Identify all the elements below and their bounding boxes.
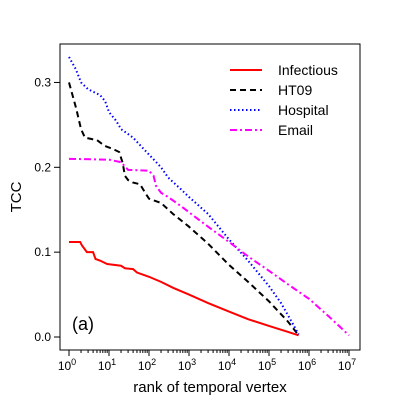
legend-label-infectious: Infectious (278, 62, 338, 78)
plot-frame (59, 43, 361, 351)
series-line-email (68, 157, 350, 337)
x-tick-label: 100 (58, 357, 76, 373)
y-tick-label: 0.0 (34, 330, 51, 344)
legend-label-email: Email (278, 122, 313, 138)
legend: Infectious HT09 Hospital Email (230, 62, 338, 138)
x-tick-label: 106 (298, 357, 316, 373)
panel-label: (a) (72, 314, 94, 334)
y-axis-title: TCC (8, 181, 25, 212)
x-tick-label: 101 (98, 357, 116, 373)
y-tick-label: 0.3 (34, 75, 51, 89)
y-tick-label: 0.2 (34, 160, 51, 174)
series-layer (68, 56, 350, 337)
x-tick-label: 102 (138, 357, 156, 373)
legend-label-ht09: HT09 (278, 82, 312, 98)
y-axis: 0.0 0.1 0.2 0.3 (34, 75, 60, 344)
y-tick-label: 0.1 (34, 245, 51, 259)
series-line-ht09 (68, 82, 300, 336)
series-line-infectious (69, 240, 299, 337)
legend-label-hospital: Hospital (278, 102, 329, 118)
x-tick-label: 104 (218, 357, 236, 373)
x-tick-label: 107 (338, 357, 356, 373)
x-tick-label: 103 (178, 357, 196, 373)
x-tick-label: 105 (258, 357, 276, 373)
x-axis: 100 101 102 103 104 105 106 107 (58, 350, 356, 373)
x-axis-title: rank of temporal vertex (133, 379, 287, 396)
